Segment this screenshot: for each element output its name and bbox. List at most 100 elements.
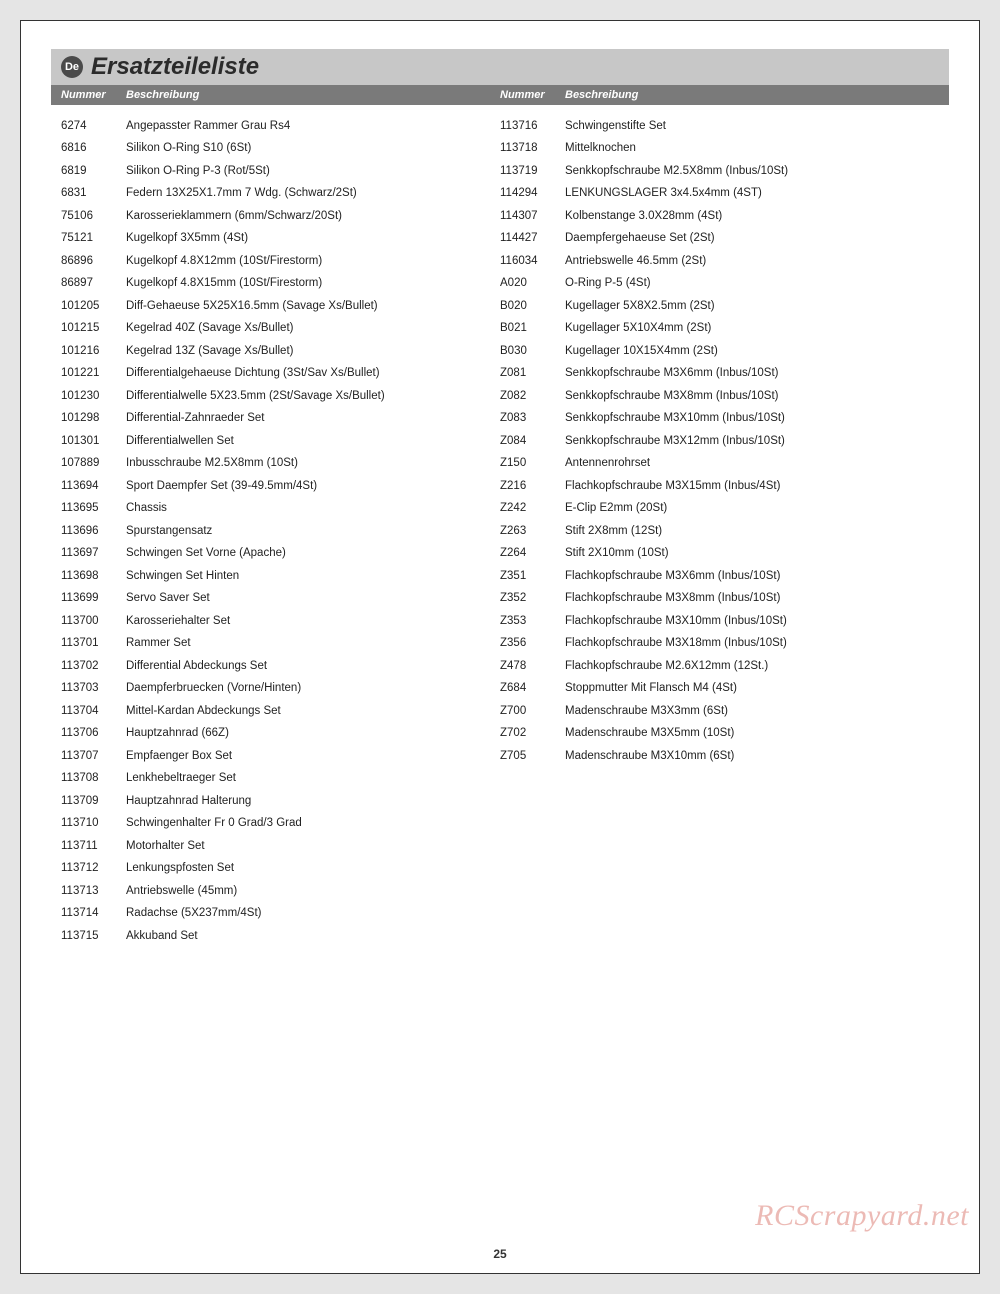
part-number: 113699: [61, 593, 126, 605]
part-number: 113709: [61, 796, 126, 808]
part-number: 113716: [500, 121, 565, 133]
part-number: Z150: [500, 458, 565, 470]
part-number: 107889: [61, 458, 126, 470]
part-number: 75106: [61, 211, 126, 223]
header-desc-right: Beschreibung: [565, 89, 638, 101]
table-row: 113708Lenkhebeltraeger Set: [61, 768, 500, 791]
table-row: 113719Senkkopfschraube M2.5X8mm (Inbus/1…: [500, 160, 939, 183]
part-number: 113700: [61, 616, 126, 628]
table-row: Z353Flachkopfschraube M3X10mm (Inbus/10S…: [500, 610, 939, 633]
table-row: 113698Schwingen Set Hinten: [61, 565, 500, 588]
table-row: Z083Senkkopfschraube M3X10mm (Inbus/10St…: [500, 408, 939, 431]
part-number: 113713: [61, 886, 126, 898]
part-number: B021: [500, 323, 565, 335]
part-description: Kugellager 10X15X4mm (2St): [565, 346, 939, 358]
part-description: Kegelrad 40Z (Savage Xs/Bullet): [126, 323, 500, 335]
part-description: Federn 13X25X1.7mm 7 Wdg. (Schwarz/2St): [126, 188, 500, 200]
table-row: 113710Schwingenhalter Fr 0 Grad/3 Grad: [61, 813, 500, 836]
part-description: Madenschraube M3X5mm (10St): [565, 728, 939, 740]
table-row: 113699Servo Saver Set: [61, 588, 500, 611]
table-row: 113700Karosseriehalter Set: [61, 610, 500, 633]
part-number: A020: [500, 278, 565, 290]
table-row: 113707Empfaenger Box Set: [61, 745, 500, 768]
table-row: 116034Antriebswelle 46.5mm (2St): [500, 250, 939, 273]
part-description: Schwingenhalter Fr 0 Grad/3 Grad: [126, 818, 500, 830]
part-number: B030: [500, 346, 565, 358]
part-number: Z081: [500, 368, 565, 380]
part-number: Z082: [500, 391, 565, 403]
part-description: Lenkungspfosten Set: [126, 863, 500, 875]
part-number: 113696: [61, 526, 126, 538]
header-num-left: Nummer: [61, 89, 126, 101]
part-number: Z702: [500, 728, 565, 740]
part-number: 113718: [500, 143, 565, 155]
part-number: Z684: [500, 683, 565, 695]
table-row: Z684Stoppmutter Mit Flansch M4 (4St): [500, 678, 939, 701]
table-row: 114427Daempfergehaeuse Set (2St): [500, 228, 939, 251]
part-description: Antriebswelle 46.5mm (2St): [565, 256, 939, 268]
table-row: 113709Hauptzahnrad Halterung: [61, 790, 500, 813]
table-row: 113706Hauptzahnrad (66Z): [61, 723, 500, 746]
table-row: 113694Sport Daempfer Set (39-49.5mm/4St): [61, 475, 500, 498]
part-description: Servo Saver Set: [126, 593, 500, 605]
part-description: Mittel-Kardan Abdeckungs Set: [126, 706, 500, 718]
part-description: Senkkopfschraube M3X8mm (Inbus/10St): [565, 391, 939, 403]
watermark: RCScrapyard.net: [755, 1199, 969, 1233]
part-description: Flachkopfschraube M3X8mm (Inbus/10St): [565, 593, 939, 605]
part-number: Z084: [500, 436, 565, 448]
part-description: Kugelkopf 3X5mm (4St): [126, 233, 500, 245]
table-row: Z081Senkkopfschraube M3X6mm (Inbus/10St): [500, 363, 939, 386]
part-description: Kolbenstange 3.0X28mm (4St): [565, 211, 939, 223]
part-description: LENKUNGSLAGER 3x4.5x4mm (4ST): [565, 188, 939, 200]
part-description: Lenkhebeltraeger Set: [126, 773, 500, 785]
part-number: Z083: [500, 413, 565, 425]
part-description: Senkkopfschraube M2.5X8mm (Inbus/10St): [565, 166, 939, 178]
part-description: Diff-Gehaeuse 5X25X16.5mm (Savage Xs/Bul…: [126, 301, 500, 313]
part-description: Flachkopfschraube M3X15mm (Inbus/4St): [565, 481, 939, 493]
page: De Ersatzteileliste Nummer Beschreibung …: [20, 20, 980, 1274]
table-row: Z084Senkkopfschraube M3X12mm (Inbus/10St…: [500, 430, 939, 453]
table-row: Z082Senkkopfschraube M3X8mm (Inbus/10St): [500, 385, 939, 408]
part-number: Z700: [500, 706, 565, 718]
part-description: Karosserieklammern (6mm/Schwarz/20St): [126, 211, 500, 223]
table-row: B030Kugellager 10X15X4mm (2St): [500, 340, 939, 363]
part-description: Flachkopfschraube M3X6mm (Inbus/10St): [565, 571, 939, 583]
part-number: 114427: [500, 233, 565, 245]
part-description: Differential Abdeckungs Set: [126, 661, 500, 673]
part-number: Z353: [500, 616, 565, 628]
part-description: Senkkopfschraube M3X10mm (Inbus/10St): [565, 413, 939, 425]
part-number: 113698: [61, 571, 126, 583]
part-description: Hauptzahnrad Halterung: [126, 796, 500, 808]
part-description: Rammer Set: [126, 638, 500, 650]
part-number: Z216: [500, 481, 565, 493]
table-body: 6274Angepasster Rammer Grau Rs46816Silik…: [51, 105, 949, 948]
part-description: Differentialgehaeuse Dichtung (3St/Sav X…: [126, 368, 500, 380]
part-description: Flachkopfschraube M3X18mm (Inbus/10St): [565, 638, 939, 650]
part-description: Silikon O-Ring S10 (6St): [126, 143, 500, 155]
header-left: Nummer Beschreibung: [61, 89, 500, 101]
part-description: Motorhalter Set: [126, 841, 500, 853]
right-column: 113716Schwingenstifte Set113718Mittelkno…: [500, 115, 939, 948]
table-header: Nummer Beschreibung Nummer Beschreibung: [51, 85, 949, 105]
part-number: 113703: [61, 683, 126, 695]
table-row: 6819Silikon O-Ring P-3 (Rot/5St): [61, 160, 500, 183]
part-description: Daempfergehaeuse Set (2St): [565, 233, 939, 245]
table-row: B020Kugellager 5X8X2.5mm (2St): [500, 295, 939, 318]
part-description: Angepasster Rammer Grau Rs4: [126, 121, 500, 133]
table-row: Z702Madenschraube M3X5mm (10St): [500, 723, 939, 746]
part-number: 113702: [61, 661, 126, 673]
part-description: Silikon O-Ring P-3 (Rot/5St): [126, 166, 500, 178]
part-description: Empfaenger Box Set: [126, 751, 500, 763]
table-row: 113704Mittel-Kardan Abdeckungs Set: [61, 700, 500, 723]
part-description: Schwingen Set Vorne (Apache): [126, 548, 500, 560]
table-row: A020O-Ring P-5 (4St): [500, 273, 939, 296]
table-row: Z700Madenschraube M3X3mm (6St): [500, 700, 939, 723]
part-description: Differentialwellen Set: [126, 436, 500, 448]
part-number: 113695: [61, 503, 126, 515]
table-row: Z478Flachkopfschraube M2.6X12mm (12St.): [500, 655, 939, 678]
table-row: Z242E-Clip E2mm (20St): [500, 498, 939, 521]
page-title: Ersatzteileliste: [91, 53, 259, 81]
part-description: Kugelkopf 4.8X15mm (10St/Firestorm): [126, 278, 500, 290]
part-number: Z478: [500, 661, 565, 673]
table-row: 86896Kugelkopf 4.8X12mm (10St/Firestorm): [61, 250, 500, 273]
